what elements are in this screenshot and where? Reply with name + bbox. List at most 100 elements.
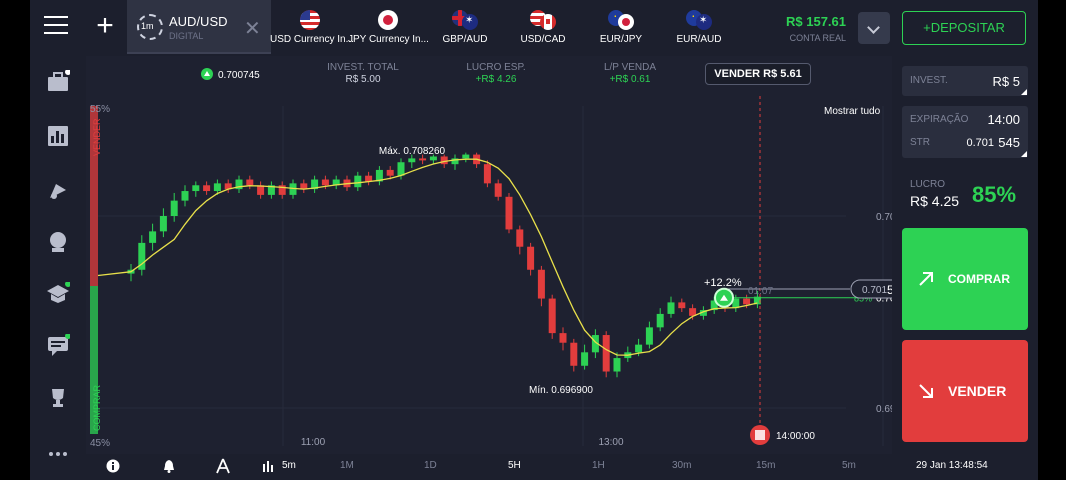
asset-tab-usd-index[interactable]: USD Currency In...: [270, 10, 354, 50]
asset-tab-label: EUR/JPY: [599, 34, 643, 45]
chat-icon[interactable]: [46, 334, 70, 358]
x-tick-label: 13:00: [598, 437, 623, 448]
candle: [656, 313, 664, 328]
asset-tab-label: EUR/AUD: [676, 34, 722, 45]
stat-label: L/P VENDA: [603, 62, 657, 73]
candle: [267, 185, 275, 195]
account-dropdown-button[interactable]: [858, 12, 890, 44]
candle: [559, 333, 567, 343]
candle: [537, 269, 545, 299]
show-all-button[interactable]: Mostrar tudo: [824, 106, 881, 117]
chart-type-icon[interactable]: [262, 459, 276, 473]
candle: [429, 156, 437, 161]
period-1D[interactable]: 1D: [424, 460, 437, 471]
profit-percent: 85%: [972, 182, 1017, 207]
candle: [332, 179, 340, 186]
period-1H[interactable]: 1H: [592, 460, 605, 471]
candle: [397, 162, 405, 176]
add-asset-button[interactable]: +: [96, 9, 114, 42]
sentiment-bar-buy: [90, 286, 98, 434]
candle: [203, 185, 211, 192]
period-5m[interactable]: 5m: [842, 460, 856, 471]
active-asset-tab[interactable]: 1m AUD/USD DIGITAL ✕: [127, 0, 271, 54]
candle: [635, 344, 643, 353]
active-asset-title: AUD/USD: [169, 14, 228, 29]
asset-tab-gbp-aud[interactable]: GBP/AUD: [435, 10, 495, 50]
asset-tab-eur-jpy[interactable]: EUR/JPY: [591, 10, 651, 50]
candle: [257, 185, 265, 195]
candle: [483, 164, 491, 184]
us-flag-icon: [300, 10, 320, 30]
period-5H[interactable]: 5H: [508, 460, 521, 471]
price-chart[interactable]: 55% 45% VENDER COMPRAR Máx. 0.708260 Mín. 0.6…: [86, 56, 892, 454]
stat-value: R$ 5.00: [345, 74, 381, 85]
sentiment-sell-label: VENDER: [92, 118, 102, 156]
more-icon[interactable]: [46, 442, 70, 466]
chart-bars-icon[interactable]: [46, 124, 70, 148]
candle: [311, 179, 319, 190]
invest-value: R$ 5: [992, 74, 1020, 89]
chart-canvas: 55% 45% VENDER COMPRAR Máx. 0.708260 Mín. 0.6…: [90, 96, 892, 449]
strike-value-main: 0.701: [966, 137, 994, 149]
balance-display[interactable]: R$ 157.61 CONTA REAL: [786, 14, 846, 43]
left-sidebar: [30, 56, 86, 480]
asset-tab-eur-aud[interactable]: EUR/AUD: [669, 10, 729, 50]
jp-flag-icon: [378, 10, 398, 30]
gb-au-flag-icon: [452, 10, 478, 30]
stat-value: +R$ 0.61: [609, 74, 651, 85]
position-percent-label: 85%: [854, 294, 872, 304]
candle: [170, 200, 178, 216]
candle: [440, 156, 448, 165]
y-tick-label: 0.695000: [876, 404, 892, 415]
portfolio-icon[interactable]: [46, 70, 70, 94]
expiry-time-label: 14:00:00: [776, 431, 815, 442]
invest-field[interactable]: INVEST. R$ 5: [902, 66, 1028, 96]
candle: [278, 185, 286, 195]
change-percent-label: +12.2%: [704, 277, 742, 289]
hamburger-menu-icon[interactable]: [44, 16, 68, 36]
candle: [386, 169, 394, 176]
strike-label: STR: [910, 137, 930, 148]
sell-now-button[interactable]: VENDER R$ 5.61: [705, 63, 811, 85]
bottom-toolbar: 5m 1M 1D 5H 1H 30m 15m 5m: [86, 454, 892, 480]
period-30m[interactable]: 30m: [672, 460, 692, 471]
min-price-label: Mín. 0.696900: [529, 385, 593, 396]
buy-button[interactable]: COMPRAR: [902, 228, 1028, 330]
education-icon[interactable]: [46, 282, 70, 306]
timer-label: 1m: [141, 21, 154, 31]
draw-icon[interactable]: [216, 458, 230, 474]
profit-value: R$ 4.25: [910, 193, 960, 209]
asset-tab-usd-cad[interactable]: USD/CAD: [513, 10, 573, 50]
candle-timeframe-button[interactable]: 5m: [282, 460, 296, 471]
expiry-field[interactable]: EXPIRAÇÃO 14:00 STR 0.701 545: [902, 106, 1028, 158]
sell-button[interactable]: VENDER: [902, 340, 1028, 442]
candle: [321, 179, 329, 186]
candle: [192, 185, 200, 192]
info-icon[interactable]: [106, 459, 120, 473]
close-icon[interactable]: ✕: [244, 18, 261, 40]
candle: [375, 169, 383, 182]
deposit-button[interactable]: +DEPOSITAR: [902, 11, 1026, 45]
indicators-icon[interactable]: [46, 178, 70, 202]
achievements-icon[interactable]: [46, 230, 70, 254]
live-price-digits: 530: [887, 283, 892, 297]
candle: [213, 183, 221, 192]
asset-tab-jpy-index[interactable]: JPY Currency In...: [348, 10, 429, 50]
period-15m[interactable]: 15m: [756, 460, 776, 471]
candle: [300, 183, 308, 190]
alert-icon[interactable]: [162, 459, 176, 473]
trophy-icon[interactable]: [46, 386, 70, 410]
datetime-label: 29 Jan 13:48:54: [916, 460, 988, 471]
stat-label: LUCRO ESP.: [466, 62, 526, 73]
candle: [451, 158, 459, 165]
candle: [462, 154, 470, 159]
candle: [645, 327, 653, 345]
candle: [548, 298, 556, 334]
expiry-label: EXPIRAÇÃO: [910, 114, 969, 125]
candle: [149, 231, 157, 243]
screen-edge-left: [0, 0, 30, 480]
candle: [505, 196, 513, 230]
sentiment-buy-label: COMPRAR: [92, 384, 102, 431]
period-1M[interactable]: 1M: [340, 460, 354, 471]
candle: [667, 302, 675, 314]
